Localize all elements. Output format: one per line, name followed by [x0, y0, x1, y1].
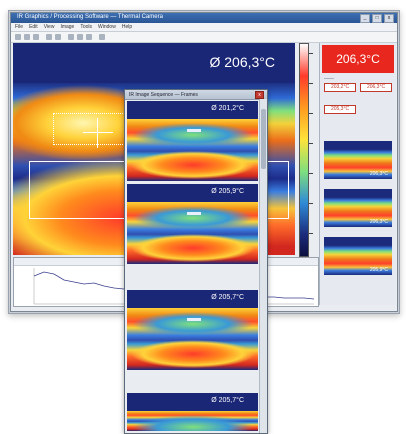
- sequence-frame[interactable]: Ø 205,9°C: [127, 184, 258, 264]
- menu-window[interactable]: Window: [98, 24, 116, 30]
- window-title: IR Graphics / Processing Software — Ther…: [17, 14, 163, 20]
- open-icon[interactable]: [15, 34, 21, 40]
- frame-temperature: Ø 205,7°C: [211, 397, 244, 404]
- sequence-frame[interactable]: Ø 205,7°C: [127, 393, 258, 431]
- scroll-thumb[interactable]: [261, 109, 266, 169]
- thumbnail-label: 206,3°C: [369, 219, 388, 225]
- popup-scrollbar[interactable]: [259, 99, 267, 433]
- ellipse-tool-icon[interactable]: [86, 34, 92, 40]
- menu-bar: File Edit View Image Tools Window Help: [11, 23, 397, 32]
- measurement-header: [13, 43, 295, 83]
- frame-temperature: Ø 205,7°C: [211, 294, 244, 301]
- menu-help[interactable]: Help: [121, 24, 133, 30]
- thumbnail-image[interactable]: 206,3°C: [324, 141, 392, 179]
- title-bar: IR Graphics / Processing Software — Ther…: [11, 13, 397, 23]
- menu-file[interactable]: File: [15, 24, 24, 30]
- sequence-frame[interactable]: Ø 205,7°C: [127, 290, 258, 370]
- cursor-icon[interactable]: [68, 34, 74, 40]
- close-button[interactable]: x: [384, 14, 394, 23]
- frame-header: Ø 201,2°C: [127, 101, 258, 119]
- frame-marker: [187, 212, 201, 215]
- rectangle-tool-icon[interactable]: [77, 34, 83, 40]
- minimize-button[interactable]: _: [360, 14, 370, 23]
- frame-sequence-window: IR Image Sequence — Frames x Ø 201,2°C Ø…: [124, 89, 268, 434]
- max-temp-field[interactable]: 206,3°C: [360, 83, 392, 92]
- frame-header: Ø 205,7°C: [127, 393, 258, 411]
- popup-title-bar: IR Image Sequence — Frames x: [125, 90, 267, 100]
- thumbnail-image[interactable]: 205,9°C: [324, 237, 392, 275]
- menu-image[interactable]: Image: [60, 24, 75, 30]
- frame-thermal-image: [127, 411, 258, 431]
- color-scale-ticks: [309, 43, 319, 255]
- thumbnail-image[interactable]: 206,3°C: [324, 189, 392, 227]
- current-temperature: 206,3°C: [322, 45, 394, 73]
- field-label: ——: [324, 76, 334, 82]
- crosshair-marker[interactable]: [83, 118, 113, 148]
- frame-temperature: Ø 205,9°C: [211, 188, 244, 195]
- frame-temperature: Ø 201,2°C: [211, 105, 244, 112]
- right-info-panel: 206,3°C —— 203,2°C 206,3°C 205,3°C 206,3…: [319, 43, 396, 305]
- frame-marker: [187, 318, 201, 321]
- palette-icon[interactable]: [99, 34, 105, 40]
- frame-marker: [187, 129, 201, 132]
- min-temp-field[interactable]: 203,2°C: [324, 83, 356, 92]
- popup-close-button[interactable]: x: [255, 91, 264, 99]
- maximize-button[interactable]: □: [372, 14, 382, 23]
- zoom-out-icon[interactable]: [55, 34, 61, 40]
- frame-header: Ø 205,9°C: [127, 184, 258, 202]
- toolbar: [11, 32, 397, 43]
- average-temperature: Ø 206,3°C: [209, 54, 275, 70]
- menu-edit[interactable]: Edit: [29, 24, 38, 30]
- menu-view[interactable]: View: [43, 24, 55, 30]
- popup-title: IR Image Sequence — Frames: [129, 92, 198, 98]
- zoom-in-icon[interactable]: [46, 34, 52, 40]
- menu-tools[interactable]: Tools: [80, 24, 93, 30]
- avg-temp-field[interactable]: 205,3°C: [324, 105, 356, 114]
- save-icon[interactable]: [24, 34, 30, 40]
- color-scale-bar: [299, 43, 309, 257]
- thumbnail-label: 206,3°C: [369, 171, 388, 177]
- window-controls: _ □ x: [360, 14, 394, 23]
- sequence-frame[interactable]: Ø 201,2°C: [127, 101, 258, 181]
- print-icon[interactable]: [33, 34, 39, 40]
- frame-header: Ø 205,7°C: [127, 290, 258, 308]
- thumbnail-label: 205,9°C: [369, 267, 388, 273]
